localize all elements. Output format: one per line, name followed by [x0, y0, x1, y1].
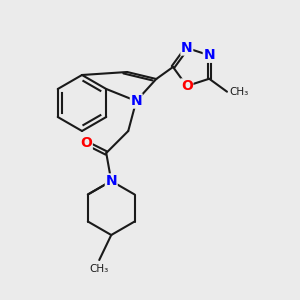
Text: N: N — [105, 174, 117, 188]
Text: N: N — [203, 48, 215, 62]
Text: N: N — [181, 41, 193, 55]
Text: CH₃: CH₃ — [229, 87, 248, 97]
Text: O: O — [181, 79, 193, 93]
Text: CH₃: CH₃ — [90, 264, 109, 274]
Text: O: O — [80, 136, 92, 150]
Text: N: N — [130, 94, 142, 108]
